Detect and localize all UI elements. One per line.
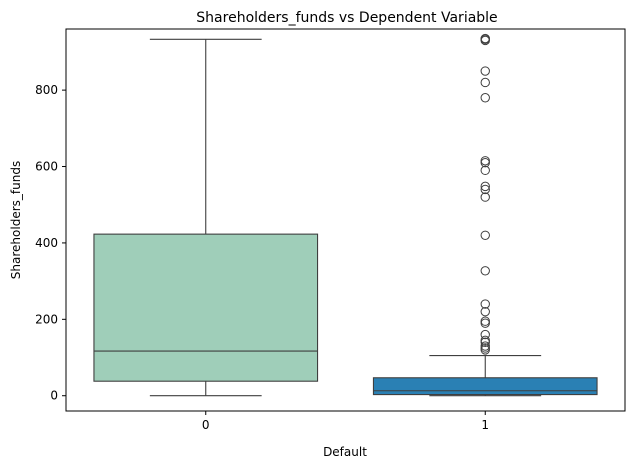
- y-axis-label: Shareholders_funds: [9, 161, 23, 279]
- plot-frame: [65, 28, 626, 412]
- y-tick-label: 200: [35, 312, 58, 326]
- iqr-box: [372, 377, 598, 396]
- y-tick-label: 800: [35, 83, 58, 97]
- outlier-point: [480, 306, 490, 317]
- outlier-point: [480, 266, 490, 276]
- iqr-box: [93, 233, 319, 382]
- outlier-point: [480, 316, 490, 326]
- outlier-point: [480, 165, 490, 176]
- chart-title: Shareholders_funds vs Dependent Variable: [196, 10, 497, 26]
- plot-area: [93, 33, 598, 397]
- outlier-point: [480, 77, 490, 88]
- outlier-point: [480, 192, 490, 202]
- outlier-point: [480, 335, 490, 346]
- outlier-point: [480, 184, 490, 195]
- outlier-point: [480, 156, 490, 166]
- x-axis-label: Default: [323, 445, 367, 459]
- outlier-point: [480, 93, 490, 103]
- outlier-point: [480, 318, 490, 328]
- outlier-point: [480, 33, 490, 44]
- y-tick-label: 0: [50, 389, 58, 403]
- y-tick-label: 400: [35, 236, 58, 250]
- y-tick-label: 600: [35, 160, 58, 174]
- x-tick-label: 0: [202, 418, 210, 432]
- outlier-point: [480, 341, 490, 351]
- outlier-point: [480, 66, 490, 76]
- box-0: [93, 38, 319, 397]
- outlier-point: [480, 299, 490, 309]
- outlier-point: [480, 230, 490, 240]
- axes: 0 200 400 600 800 0 1: [35, 83, 489, 432]
- box-1: [372, 33, 598, 397]
- x-tick-label: 1: [481, 418, 489, 432]
- outlier-point: [480, 181, 490, 192]
- outlier-point: [480, 329, 490, 340]
